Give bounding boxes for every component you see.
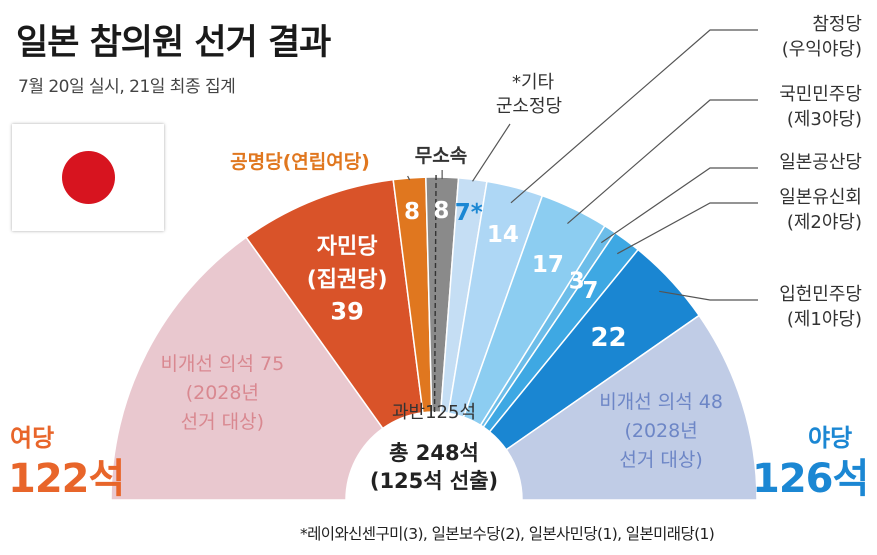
leader-komeito [407, 175, 411, 181]
party-name-ishin-1: 일본유신회 [779, 187, 862, 208]
value-label-cdp: 22 [590, 323, 626, 353]
elected-seats-label: (125석 선출) [370, 469, 498, 493]
party-name-ishin-2: (제2야당) [787, 212, 862, 233]
value-label-others: 7* [455, 200, 483, 226]
leader-cdp [659, 290, 758, 301]
value-label-komeito: 8 [404, 199, 420, 225]
party-name-sanseito-2: (우익야당) [782, 39, 862, 60]
party-name-jcp-1: 일본공산당 [779, 152, 862, 173]
page-subtitle: 7월 20일 실시, 21일 최종 집계 [18, 77, 236, 97]
total-seats-label: 총 248석 [389, 441, 479, 465]
party-name-independent: 무소속 [415, 145, 467, 167]
flag-sun [62, 151, 115, 204]
value-label-sanseito: 14 [487, 222, 519, 248]
ruling-label: 여당 [10, 424, 55, 452]
segment-label-ruling-nonelection-2: (2028년 [186, 382, 259, 404]
value-label-dpfp: 17 [532, 252, 564, 278]
party-name-cdp-1: 입헌민주당 [779, 284, 862, 305]
segment-label-opposition-nonelection-1: 비개선 의석 48 [599, 391, 723, 413]
center-hub [346, 412, 522, 500]
segment-label-opposition-nonelection-3: 선거 대상) [619, 449, 702, 471]
segment-label-opposition-nonelection-2: (2028년 [624, 420, 697, 442]
ruling-total: 122석 [8, 456, 125, 502]
segment-label-ldp-1: 자민당 [317, 234, 378, 259]
value-label-jcp: 3 [569, 268, 585, 294]
segment-label-ruling-nonelection-3: 선거 대상) [181, 411, 264, 433]
japan-flag-icon [12, 124, 164, 231]
value-label-ishin: 7 [582, 278, 598, 304]
party-name-cdp-2: (제1야당) [787, 309, 862, 330]
leader-dpfp [567, 99, 758, 224]
party-name-dpfp-1: 국민민주당 [779, 84, 862, 105]
leader-ishin [616, 202, 758, 255]
leader-others [472, 123, 511, 182]
party-name-komeito: 공명당(연립여당) [230, 151, 370, 173]
party-name-sanseito-1: 참정당 [812, 14, 862, 35]
party-name-others-1: *기타 [512, 72, 555, 93]
segment-label-ldp-2: (집권당) [307, 267, 388, 292]
leader-jcp [600, 167, 758, 244]
opposition-label: 야당 [808, 424, 853, 452]
value-label-independent: 8 [433, 198, 449, 224]
segment-label-ldp-3: 39 [330, 297, 363, 325]
leader-sanseito [510, 29, 758, 204]
party-name-others-2: 군소정당 [496, 96, 562, 117]
footnote: *레이와신센구미(3), 일본보수당(2), 일본사민당(1), 일본미래당(1… [300, 525, 715, 543]
majority-label: 과반125석 [392, 402, 476, 423]
opposition-total: 126석 [752, 456, 869, 502]
party-name-dpfp-2: (제3야당) [787, 109, 862, 130]
segment-label-ruling-nonelection-1: 비개선 의석 75 [161, 353, 285, 375]
page-title: 일본 참의원 선거 결과 [16, 23, 331, 63]
